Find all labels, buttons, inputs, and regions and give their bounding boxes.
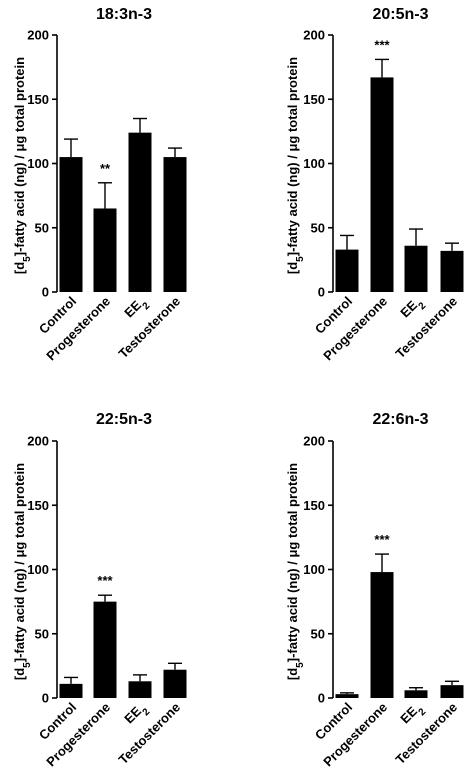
bar bbox=[404, 245, 428, 292]
chart-panel-3: 22:5n-3 [d5]-fatty acid (ng) / μg total p… bbox=[12, 411, 187, 769]
bar bbox=[370, 77, 394, 292]
y-tick-label: 50 bbox=[311, 220, 325, 235]
bar bbox=[163, 669, 187, 698]
y-tick-label: 0 bbox=[318, 691, 325, 706]
bar bbox=[163, 157, 187, 292]
chart-title: 22:5n-3 bbox=[96, 411, 152, 428]
chart-title: 22:6n-3 bbox=[372, 411, 428, 428]
y-tick-label: 200 bbox=[27, 434, 49, 449]
y-tick-label: 100 bbox=[303, 562, 325, 577]
y-tick-label: 200 bbox=[27, 28, 49, 43]
significance-marker: *** bbox=[374, 532, 390, 547]
bar bbox=[93, 601, 117, 698]
bar bbox=[59, 157, 83, 292]
chart-panel-4: 22:6n-3 [d5]-fatty acid (ng) / μg total p… bbox=[285, 411, 464, 769]
y-axis-label: [d5]-fatty acid (ng) / μg total protein bbox=[12, 463, 33, 680]
bar bbox=[370, 572, 394, 698]
bar bbox=[59, 683, 83, 698]
y-axis-label: [d5]-fatty acid (ng) / μg total protein bbox=[12, 57, 33, 274]
y-tick-label: 50 bbox=[35, 220, 49, 235]
y-tick-label: 50 bbox=[311, 626, 325, 641]
significance-marker: *** bbox=[374, 37, 390, 52]
bar bbox=[93, 208, 117, 292]
y-tick-label: 0 bbox=[318, 285, 325, 300]
chart-panel-2: 20:5n-3 [d5]-fatty acid (ng) / μg total p… bbox=[285, 6, 464, 363]
y-tick-label: 200 bbox=[303, 28, 325, 43]
bar bbox=[128, 681, 152, 698]
y-tick-label: 150 bbox=[27, 92, 49, 107]
bar bbox=[440, 685, 464, 698]
bar bbox=[335, 249, 359, 292]
significance-marker: ** bbox=[100, 161, 111, 176]
y-tick-label: 100 bbox=[27, 562, 49, 577]
y-tick-label: 0 bbox=[42, 285, 49, 300]
category-label: Testosterone bbox=[115, 700, 183, 768]
y-tick-label: 50 bbox=[35, 626, 49, 641]
bar bbox=[440, 250, 464, 292]
y-tick-label: 200 bbox=[303, 434, 325, 449]
y-tick-label: 150 bbox=[27, 498, 49, 513]
y-tick-label: 100 bbox=[303, 156, 325, 171]
chart-title: 20:5n-3 bbox=[372, 6, 428, 23]
y-tick-label: 150 bbox=[303, 92, 325, 107]
y-tick-label: 150 bbox=[303, 498, 325, 513]
bar bbox=[404, 690, 428, 698]
bar bbox=[128, 132, 152, 292]
significance-marker: *** bbox=[97, 573, 113, 588]
chart-title: 18:3n-3 bbox=[96, 6, 152, 23]
chart-panel-1: 18:3n-3 [d5]-fatty acid (ng) / μg total p… bbox=[12, 6, 187, 363]
bar bbox=[335, 694, 359, 698]
y-axis-label: [d5]-fatty acid (ng) / μg total protein bbox=[285, 57, 306, 274]
category-label: Testosterone bbox=[115, 294, 183, 362]
y-axis-label: [d5]-fatty acid (ng) / μg total protein bbox=[285, 463, 306, 680]
y-tick-label: 100 bbox=[27, 156, 49, 171]
y-tick-label: 0 bbox=[42, 691, 49, 706]
